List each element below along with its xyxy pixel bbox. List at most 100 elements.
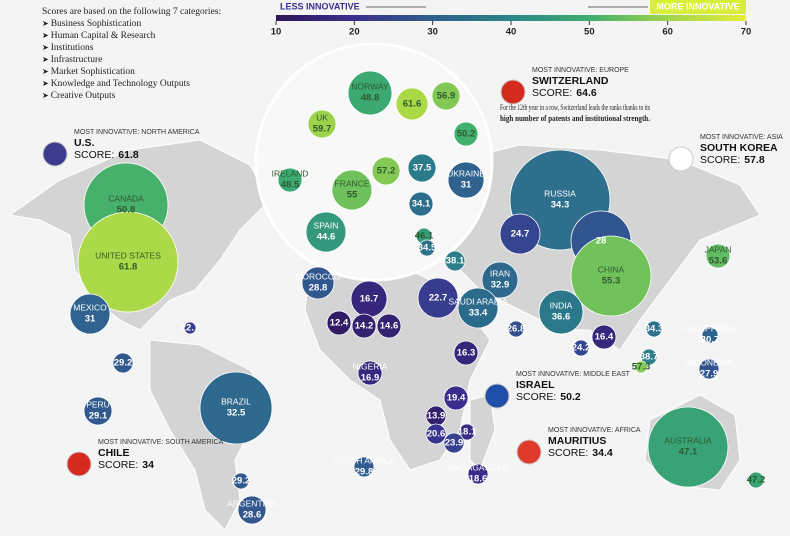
country-name: UK	[316, 112, 328, 122]
country-value: 13.9	[427, 411, 446, 422]
legend-bar	[276, 15, 746, 21]
callout-score-label: SCORE:	[548, 447, 588, 459]
intro: Scores are based on the following 7 cate…	[42, 7, 222, 17]
category: Business Sophistication	[42, 18, 221, 30]
country-value: 18.6	[469, 474, 488, 485]
country-fill	[301, 266, 335, 300]
category: Knowledge and Technology Outputs	[42, 78, 221, 90]
country-value: 27.9	[700, 369, 719, 380]
country-value: 24.7	[511, 229, 530, 240]
category: Market Sophistication	[42, 66, 221, 78]
country-value: 28.6	[243, 510, 262, 521]
country-value: 47.2	[747, 475, 766, 486]
country-fill	[347, 70, 393, 116]
country-value: 22.7	[181, 323, 200, 334]
country-name: MEXICO	[73, 302, 107, 312]
country-fill	[277, 167, 303, 193]
country-fill	[408, 191, 434, 217]
country-name: CANADA	[108, 193, 144, 203]
country-name: SAUDI ARABIA	[448, 296, 507, 306]
country-fill	[83, 396, 113, 426]
country-value: 36.6	[552, 312, 571, 323]
legend-tick-label: 70	[741, 27, 752, 38]
country-value: 34.3	[551, 200, 570, 211]
country-fill	[357, 360, 383, 386]
country-value: 56.9	[437, 91, 456, 102]
callout-score-label: SCORE:	[98, 459, 138, 471]
country-value: 22.7	[429, 293, 448, 304]
legend-tick-label: 50	[584, 27, 595, 38]
country-fill	[407, 153, 437, 183]
callout-score: 57.8	[744, 154, 765, 166]
country-fill	[499, 213, 541, 255]
legend-less: LESS INNOVATIVE	[280, 1, 360, 11]
country-fills	[69, 70, 765, 525]
categories-box: Scores are based on the following 7 cate…	[42, 6, 221, 102]
country-name: JAPAN	[705, 244, 732, 254]
callout-score-label: SCORE:	[74, 149, 114, 161]
country-fill	[418, 239, 436, 257]
callout-score: 34	[142, 459, 154, 471]
country-value: 38.1	[446, 256, 465, 267]
country-value: 28	[596, 236, 607, 247]
country-value: 30.7	[701, 335, 720, 346]
country-value: 46.1	[415, 231, 434, 242]
country-name: IRAN	[490, 268, 510, 278]
country-value: 61.6	[403, 99, 422, 110]
country-value: 16.9	[361, 373, 380, 384]
callout-region: MOST INNOVATIVE: SOUTH AMERICA	[98, 439, 224, 446]
country-value: 50.2	[457, 129, 476, 140]
country-value: 34.3	[645, 324, 664, 335]
country-fill	[425, 423, 447, 445]
country-name: INDIA	[550, 300, 573, 310]
country-fill	[232, 472, 250, 490]
country-name: PHILIPPINES	[684, 323, 737, 333]
country-fill	[443, 432, 465, 454]
country-value: 29.2	[114, 358, 133, 369]
country-fill	[351, 313, 377, 339]
country-fill	[443, 385, 469, 411]
country-fill	[453, 340, 479, 366]
legend-more: MORE INNOVATIVE	[656, 1, 739, 11]
country-value: 16.3	[457, 348, 476, 359]
country-value: 29.2	[232, 476, 251, 487]
country-fill	[467, 463, 489, 485]
country-fill	[371, 156, 401, 186]
country-name: NORWAY	[351, 81, 388, 91]
legend-tick-label: 10	[271, 27, 282, 38]
country-name: MADAGASCAR	[448, 462, 508, 472]
country-value: 32.9	[491, 280, 510, 291]
legend-tick-label: 60	[662, 27, 673, 38]
legend-tick-label: 30	[427, 27, 438, 38]
callout-region: MOST INNOVATIVE: AFRICA	[548, 427, 641, 434]
country-value: 61.8	[119, 262, 138, 273]
flag	[484, 383, 510, 409]
legend-tick-label: 20	[349, 27, 360, 38]
country-fill	[701, 326, 719, 344]
category: Infrastructure	[42, 54, 221, 66]
country-fill	[507, 320, 525, 338]
country-fill	[417, 277, 459, 319]
callout-note: For the 12th year in a row, Switzerland …	[500, 102, 650, 123]
country-fill	[538, 289, 584, 335]
country-fill	[199, 371, 273, 445]
country-fill	[353, 456, 375, 478]
country-value: 47.1	[679, 447, 698, 458]
country-fill	[431, 81, 461, 111]
country-value: 14.2	[355, 321, 374, 332]
country-value: 29.8	[355, 467, 374, 478]
flag	[668, 146, 694, 172]
country-fill	[69, 293, 111, 335]
flag	[42, 141, 68, 167]
country-value: 20.6	[427, 429, 446, 440]
country-value: 26.8	[507, 324, 526, 335]
country-name: INDONESIA	[686, 357, 733, 367]
callout-score-label: SCORE:	[516, 391, 556, 403]
country-fill	[453, 121, 479, 147]
callout-region: MOST INNOVATIVE: EUROPE	[532, 67, 629, 74]
country-value: 16.7	[360, 294, 379, 305]
category-list: Business SophisticationHuman Capital & R…	[42, 18, 221, 102]
country-fill	[640, 348, 658, 366]
callout-region: MOST INNOVATIVE: NORTH AMERICA	[74, 129, 200, 136]
